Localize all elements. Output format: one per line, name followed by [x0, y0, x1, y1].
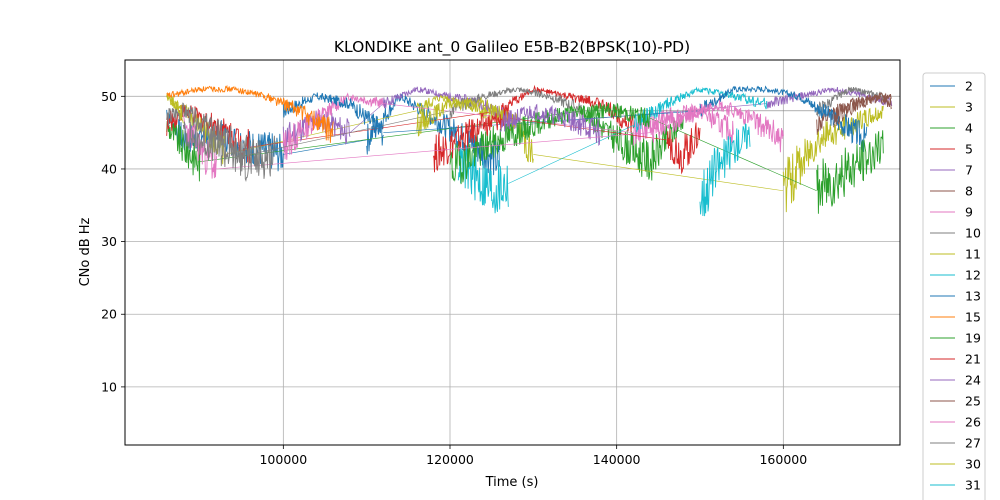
- series-13-line: [282, 92, 384, 146]
- legend-item: 25: [930, 394, 981, 409]
- series-12-gap-line: [508, 125, 634, 184]
- series-15: [166, 84, 334, 143]
- legend-item: 11: [930, 247, 981, 262]
- series-21-line: [666, 122, 701, 175]
- series-25: [832, 92, 892, 128]
- series-4-line: [582, 105, 684, 181]
- legend-label: 13: [965, 289, 981, 304]
- y-tick-label: 50: [101, 89, 117, 104]
- legend-item: 15: [930, 310, 981, 325]
- legend-item: 21: [930, 352, 981, 367]
- plot-frame: [124, 59, 901, 446]
- legend-label: 25: [965, 394, 981, 409]
- axis-ticks: 100000 120000 140000 160000 10 20 30 40 50: [101, 89, 807, 467]
- series-31-line: [699, 123, 751, 217]
- series-26-gap-line: [216, 132, 651, 170]
- legend-box: [922, 72, 986, 500]
- legend-item: 8: [930, 184, 973, 199]
- series-11-line: [782, 105, 884, 213]
- legend-label: 3: [965, 100, 973, 115]
- legend-label: 12: [965, 268, 981, 283]
- series-9-line: [282, 92, 384, 160]
- legend-item: 19: [930, 331, 981, 346]
- series-12-line: [632, 86, 768, 133]
- series-2-gap-line: [283, 139, 367, 155]
- legend-item: 30: [930, 457, 981, 472]
- series-11-gap-line: [533, 154, 784, 192]
- series-24-line: [500, 103, 601, 146]
- series-24: [500, 103, 601, 146]
- x-axis-label: Time (s): [485, 475, 539, 490]
- series-21-gap-line: [508, 117, 667, 141]
- series-19-gap-line: [649, 117, 817, 192]
- legend-item: 3: [930, 100, 973, 115]
- series-31: [699, 123, 751, 217]
- legend-item: 12: [930, 268, 981, 283]
- y-tick-label: 40: [101, 161, 117, 176]
- y-tick-label: 20: [101, 307, 117, 322]
- series-12: [457, 86, 768, 214]
- legend-label: 7: [965, 163, 973, 178]
- legend-item: 2: [930, 79, 973, 94]
- series-15-line: [166, 84, 334, 143]
- y-tick-label: 10: [101, 379, 117, 394]
- series-10-gap-line: [249, 110, 451, 155]
- y-axis-label: CNo dB Hz: [78, 217, 93, 286]
- legend-item: 31: [930, 478, 981, 493]
- x-tick-label: 160000: [759, 452, 807, 467]
- legend-item: 4: [930, 121, 973, 136]
- legend-label: 26: [965, 415, 981, 430]
- series-21-line: [432, 107, 509, 173]
- chart-title: KLONDIKE ant_0 Galileo E5B-B2(BPSK(10)-P…: [334, 38, 690, 57]
- y-tick-label: 30: [101, 234, 117, 249]
- series-21: [432, 107, 701, 175]
- legend-item: 13: [930, 289, 981, 304]
- series-27: [182, 121, 276, 182]
- series-19-line: [449, 102, 651, 185]
- series-13-gap-line: [383, 110, 701, 133]
- legend-label: 30: [965, 457, 981, 472]
- legend-label: 15: [965, 310, 981, 325]
- legend-item: 5: [930, 142, 973, 157]
- x-tick-label: 120000: [426, 452, 474, 467]
- series-30-line: [166, 95, 184, 124]
- legend-label: 2: [965, 79, 973, 94]
- series-10-line: [449, 86, 584, 120]
- series-25-line: [832, 92, 892, 128]
- legend-label: 9: [965, 205, 973, 220]
- series-27-line: [182, 121, 276, 182]
- legend-label: 10: [965, 226, 981, 241]
- series-19-line: [816, 130, 884, 214]
- legend-label: 8: [965, 184, 973, 199]
- legend-label: 19: [965, 331, 981, 346]
- legend-item: 26: [930, 415, 981, 430]
- legend-label: 27: [965, 436, 981, 451]
- legend-label: 4: [965, 121, 973, 136]
- x-tick-label: 100000: [259, 452, 307, 467]
- series-30: [166, 95, 184, 124]
- legend-label: 11: [965, 247, 981, 262]
- series-19: [449, 102, 884, 214]
- legend-item: 27: [930, 436, 981, 451]
- legend-label: 21: [965, 352, 981, 367]
- legend-label: 5: [965, 142, 973, 157]
- legend: 2 3 4 5 7 8 9 10 11 12 13 15 19 21 24 25 26 27 30 31: [922, 72, 986, 500]
- x-tick-label: 140000: [593, 452, 641, 467]
- legend-item: 7: [930, 163, 973, 178]
- series-12-line: [457, 142, 509, 214]
- series-9-line: [632, 103, 734, 146]
- legend-item: 24: [930, 373, 981, 388]
- series-26-line: [649, 100, 784, 153]
- legend-item: 10: [930, 226, 981, 241]
- series-lines: [166, 84, 893, 217]
- legend-item: 9: [930, 205, 973, 220]
- legend-label: 31: [965, 478, 981, 493]
- series-3-gap-line: [224, 110, 417, 155]
- legend-label: 24: [965, 373, 981, 388]
- grid: [125, 60, 900, 445]
